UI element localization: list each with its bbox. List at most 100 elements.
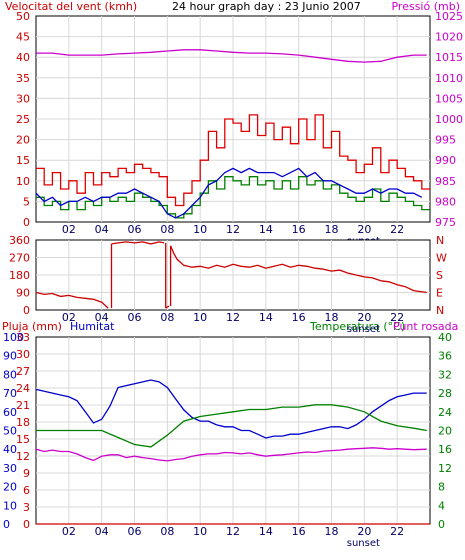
x-tick-label: 08 xyxy=(160,525,174,538)
x-tick-label: 02 xyxy=(62,311,76,324)
rain-axis-title: Pluja (mm) xyxy=(2,320,62,333)
temperature-tick-label: 40 xyxy=(438,331,452,344)
direction-tick-label: 360 xyxy=(9,234,30,247)
temperature-tick-label: 4 xyxy=(438,499,445,512)
x-tick-label: 04 xyxy=(95,223,109,236)
temperature-tick-label: 24 xyxy=(438,406,452,419)
wind-tick-label: 40 xyxy=(16,51,30,64)
x-tick-label: 02 xyxy=(62,525,76,538)
series-line-mitjana xyxy=(35,167,423,219)
x-tick-label: 08 xyxy=(160,223,174,236)
x-tick-label: 10 xyxy=(193,525,207,538)
panel-wind-pressure: 0204060810121416182022sunset051015202530… xyxy=(16,10,463,247)
panel-wind-direction: 02 04 06 08 10 12 14 16 18 20 22 sunset 0 90 180 270 360… xyxy=(9,234,447,335)
rain-tick-label: 33 xyxy=(16,331,30,344)
x-tick-label: 12 xyxy=(226,525,240,538)
wind-axis-title: Velocitat del vent (kmh) xyxy=(5,0,137,13)
x-tick-label: 10 xyxy=(193,311,207,324)
humidity-tick-label: 40 xyxy=(3,443,17,456)
humidity-tick-label: 20 xyxy=(3,481,17,494)
pressure-tick-label: 980 xyxy=(435,195,456,208)
x-tick-label: 12 xyxy=(226,311,240,324)
humidity-tick-label: 100 xyxy=(3,331,24,344)
compass-label: W xyxy=(436,252,447,265)
temperature-tick-label: 12 xyxy=(438,462,452,475)
temperature-tick-label: 32 xyxy=(438,368,452,381)
temperature-tick-label: 20 xyxy=(438,425,452,438)
x-tick-label: 14 xyxy=(259,525,273,538)
x-tick-label: 14 xyxy=(259,311,273,324)
direction-tick-label: 180 xyxy=(9,269,30,282)
rain-tick-label: 21 xyxy=(16,399,30,412)
humidity-tick-label: 60 xyxy=(3,406,17,419)
x-tick-label: 16 xyxy=(292,311,306,324)
x-tick-label: 16 xyxy=(292,525,306,538)
compass-label: N xyxy=(436,234,444,247)
wind-tick-label: 15 xyxy=(16,154,30,167)
x-tick-label: 12 xyxy=(226,223,240,236)
chart-panels: 0204060810121416182022sunset051015202530… xyxy=(3,10,463,549)
rain-tick-label: 18 xyxy=(16,416,30,429)
rain-tick-label: 9 xyxy=(23,467,30,480)
humidity-tick-label: 80 xyxy=(3,368,17,381)
pressure-tick-label: 1000 xyxy=(435,113,463,126)
series-line-humitat xyxy=(35,379,427,439)
temperature-axis-title: Temperatura (°C) xyxy=(309,320,405,333)
compass-label: S xyxy=(436,269,443,282)
rain-tick-label: 12 xyxy=(16,450,30,463)
pressure-tick-label: 995 xyxy=(435,134,456,147)
rain-tick-label: 0 xyxy=(23,518,30,531)
wind-tick-label: 0 xyxy=(23,216,30,229)
wind-tick-label: 45 xyxy=(16,31,30,44)
series-line-velocitat xyxy=(36,176,430,219)
pressure-tick-label: 1015 xyxy=(435,51,463,64)
x-tick-label: 22 xyxy=(390,311,404,324)
x-tick-label: 14 xyxy=(259,223,273,236)
series-line-temperatura xyxy=(36,404,427,448)
x-tick-label: 20 xyxy=(357,311,371,324)
rain-tick-label: 6 xyxy=(23,484,30,497)
humidity-tick-label: 30 xyxy=(3,462,17,475)
wind-tick-label: 10 xyxy=(16,175,30,188)
pressure-tick-label: 985 xyxy=(435,175,456,188)
pressure-axis-title: Pressió (mb) xyxy=(391,0,460,13)
temperature-tick-label: 36 xyxy=(438,350,452,363)
x-tick-label: 20 xyxy=(357,223,371,236)
pressure-tick-label: 1025 xyxy=(435,10,463,23)
humidity-tick-label: 50 xyxy=(3,425,17,438)
sunset-label: sunset xyxy=(347,324,380,335)
series-line-ratxa xyxy=(36,114,430,207)
x-tick-label: 02 xyxy=(62,223,76,236)
humidity-tick-label: 0 xyxy=(3,518,10,531)
wind-tick-label: 35 xyxy=(16,72,30,85)
direction-tick-label: 90 xyxy=(16,287,30,300)
wind-tick-label: 30 xyxy=(16,92,30,105)
pressure-tick-label: 990 xyxy=(435,154,456,167)
x-tick-label: 16 xyxy=(292,223,306,236)
x-tick-label: 10 xyxy=(193,223,207,236)
x-tick-label: 06 xyxy=(128,311,142,324)
x-tick-label: 04 xyxy=(95,525,109,538)
x-tick-label: 06 xyxy=(128,223,142,236)
rain-tick-label: 3 xyxy=(23,501,30,514)
x-tick-label: 08 xyxy=(160,311,174,324)
x-tick-label: 18 xyxy=(325,223,339,236)
pressure-tick-label: 975 xyxy=(435,216,456,229)
sunset-label: sunset xyxy=(347,538,380,549)
x-tick-label: 18 xyxy=(325,525,339,538)
panel-humidity-temperature: 02 04 06 08 10 12 14 16 18 20 22sunset036912151821… xyxy=(3,331,452,549)
rain-tick-label: 30 xyxy=(16,348,30,361)
humidity-tick-label: 10 xyxy=(3,499,17,512)
dewpoint-axis-title: Punt rosada xyxy=(393,320,458,333)
pressure-tick-label: 1005 xyxy=(435,92,463,105)
humidity-tick-label: 90 xyxy=(3,350,17,363)
temperature-tick-label: 0 xyxy=(438,518,445,531)
temperature-tick-label: 28 xyxy=(438,387,452,400)
rain-tick-label: 27 xyxy=(16,365,30,378)
wind-tick-label: 5 xyxy=(23,195,30,208)
series-line-pressi- xyxy=(36,49,427,63)
wind-tick-label: 50 xyxy=(16,10,30,23)
wind-tick-label: 25 xyxy=(16,113,30,126)
